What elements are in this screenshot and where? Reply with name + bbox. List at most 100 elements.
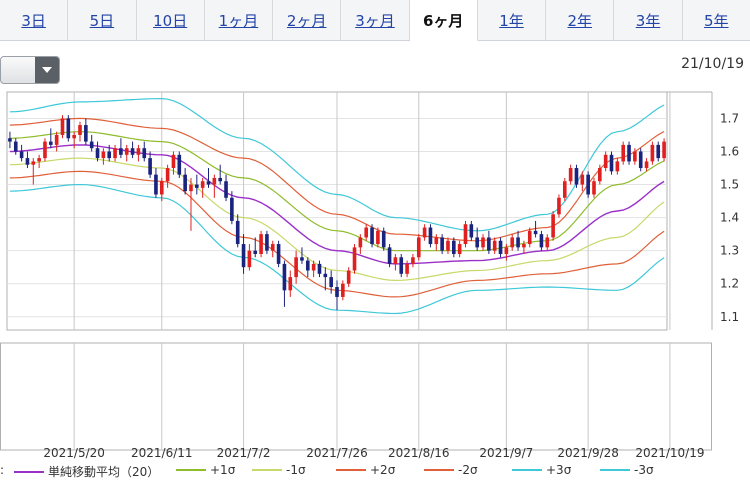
candle-body	[627, 144, 631, 162]
candle	[533, 220, 538, 238]
candle	[358, 234, 363, 254]
candle	[428, 224, 433, 248]
price-chart: 1.1 1.2 1.3 1.4 1.5 1.6 1.7 2021/5/20 2021/6/11…	[0, 91, 739, 460]
chart-type-select[interactable]	[0, 56, 60, 84]
candle-body	[72, 134, 76, 139]
candle	[177, 151, 182, 178]
candle-body	[189, 184, 193, 192]
latest-date: 21/10/19	[681, 56, 744, 72]
candle-body	[457, 244, 462, 254]
candle	[253, 237, 258, 258]
candle-body	[31, 161, 36, 165]
tab-3d[interactable]: 3日	[0, 0, 69, 40]
candle-body	[487, 237, 491, 251]
candle	[615, 158, 620, 175]
candle-body	[282, 263, 287, 291]
tab-3m[interactable]: 3ヶ月	[341, 0, 410, 40]
candle	[200, 177, 205, 198]
candle	[352, 244, 357, 274]
candle	[317, 260, 322, 278]
candle	[399, 253, 404, 278]
x-tick-label: 2021/9/28	[557, 446, 619, 460]
legend-m3-swatch	[600, 469, 630, 471]
candle-body	[370, 227, 374, 245]
candle-body	[37, 158, 41, 162]
candle-body	[522, 244, 526, 248]
tab-10d[interactable]: 10日	[137, 0, 205, 40]
candle	[492, 237, 497, 254]
candle-body	[393, 257, 398, 264]
candle-body	[592, 181, 596, 195]
candle	[364, 224, 369, 241]
band-m1	[9, 157, 665, 282]
candle-body	[399, 257, 404, 274]
candle	[644, 158, 649, 172]
candle-body	[346, 270, 351, 284]
tab-1m[interactable]: 1ヶ月	[205, 0, 274, 40]
candle-body	[504, 247, 509, 254]
candle-body	[195, 184, 199, 188]
candle-body	[288, 277, 293, 291]
candle-body	[43, 141, 47, 159]
candle-body	[177, 154, 182, 175]
candle-body	[200, 181, 205, 188]
tab-2y[interactable]: 2年	[546, 0, 615, 40]
candle	[25, 151, 30, 169]
candle-body	[335, 287, 339, 297]
candle	[539, 230, 544, 251]
legend-m2: -2σ	[424, 463, 478, 477]
sub-panel: 2021/5/20 2021/6/11 2021/7/2 2021/7/26 2021/…	[0, 342, 712, 460]
candle	[136, 144, 141, 162]
candle	[130, 141, 135, 159]
candle	[31, 158, 36, 185]
candle	[562, 177, 567, 202]
candle	[124, 144, 129, 162]
candle-body	[364, 227, 369, 238]
x-tick-label: 2021/7/2	[217, 446, 271, 460]
candle-body	[13, 141, 18, 152]
candle-body	[650, 144, 655, 162]
tab-5y[interactable]: 5年	[704, 11, 729, 30]
candle	[19, 144, 24, 162]
chevron-down-icon[interactable]	[35, 57, 59, 83]
tab-2m[interactable]: 2ヶ月	[273, 0, 342, 40]
candle	[446, 237, 450, 254]
legend-p2-label: +2σ	[370, 463, 396, 477]
candle-body	[101, 151, 106, 159]
candle	[574, 164, 579, 188]
legend-m3: -3σ	[600, 463, 654, 477]
candle	[504, 244, 509, 261]
candle	[212, 174, 217, 198]
candle	[463, 220, 468, 248]
candle	[416, 234, 421, 261]
tab-3y[interactable]: 3年	[614, 0, 683, 40]
candle-body	[422, 227, 427, 238]
candle	[107, 144, 112, 162]
candle	[224, 174, 228, 202]
tab-5d[interactable]: 5日	[68, 0, 137, 40]
tab-6m[interactable]: 6ヶ月	[409, 0, 478, 41]
legend-m2-label: -2σ	[458, 463, 478, 477]
candle-body	[358, 237, 363, 248]
candle-body	[265, 234, 269, 251]
candle	[387, 244, 392, 268]
candle	[311, 260, 316, 278]
candle	[241, 234, 246, 274]
candle-body	[159, 181, 164, 195]
candle-body	[48, 141, 53, 145]
y-tick-label: 1.1	[720, 310, 739, 324]
candle-body	[270, 244, 275, 251]
candle-body	[539, 234, 544, 248]
candle	[305, 257, 310, 278]
candle-body	[638, 151, 643, 169]
candle-body	[656, 144, 661, 159]
candle-body	[469, 224, 474, 238]
tab-1y[interactable]: 1年	[478, 0, 547, 40]
candle	[405, 260, 409, 278]
legend-m1-label: -1σ	[286, 463, 306, 477]
candle-body	[510, 237, 515, 248]
candle-body	[142, 148, 147, 159]
candle-body	[19, 151, 24, 159]
candle	[270, 240, 275, 258]
candle	[568, 164, 573, 185]
